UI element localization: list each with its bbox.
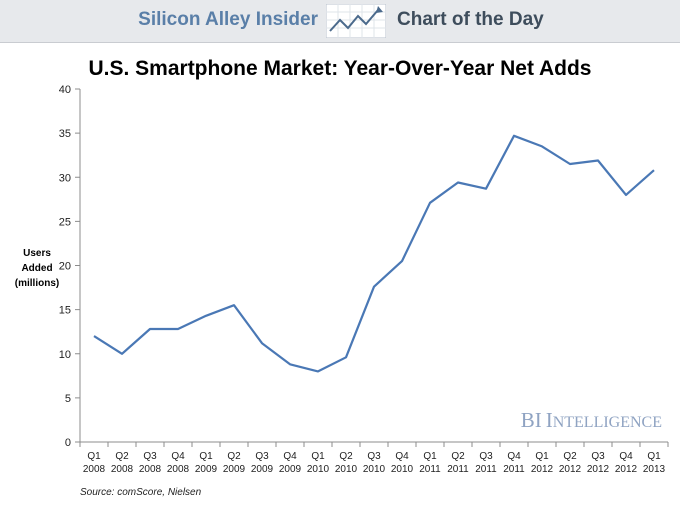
x-tick-label-year: 2009	[251, 464, 274, 475]
x-tick-label-quarter: Q2	[115, 451, 129, 462]
x-tick-label-year: 2008	[139, 464, 162, 475]
x-tick-label-quarter: Q4	[619, 451, 633, 462]
x-tick-label-quarter: Q4	[171, 451, 185, 462]
x-tick-label-quarter: Q2	[339, 451, 353, 462]
x-tick-label-quarter: Q4	[395, 451, 409, 462]
x-tick-label-year: 2012	[587, 464, 610, 475]
x-tick-label-quarter: Q2	[227, 451, 241, 462]
x-tick-label-year: 2011	[475, 464, 497, 475]
x-tick-label-year: 2012	[615, 464, 638, 475]
x-tick-label-year: 2008	[83, 464, 106, 475]
y-tick-label: 40	[59, 84, 71, 96]
x-tick-label-year: 2011	[503, 464, 525, 475]
chart-title: U.S. Smartphone Market: Year-Over-Year N…	[88, 57, 591, 80]
x-tick-label-year: 2012	[531, 464, 554, 475]
y-axis-label-line-2: Added	[21, 263, 52, 274]
trend-chart-icon	[326, 4, 386, 38]
x-tick-label-year: 2011	[447, 464, 469, 475]
x-tick-label-year: 2008	[111, 464, 134, 475]
x-tick-label-quarter: Q2	[563, 451, 577, 462]
y-axis: 0 5 10 15 20 25 30 35 40	[59, 84, 80, 449]
x-tick-label-quarter: Q1	[199, 451, 213, 462]
x-tick-label-quarter: Q3	[591, 451, 605, 462]
x-tick-label-quarter: Q3	[479, 451, 493, 462]
x-tick-label-quarter: Q1	[311, 451, 325, 462]
x-tick-label-quarter: Q1	[423, 451, 437, 462]
x-tick-label-year: 2009	[279, 464, 302, 475]
x-tick-label-year: 2013	[643, 464, 666, 475]
x-tick-label-quarter: Q1	[87, 451, 101, 462]
x-tick-label-quarter: Q1	[535, 451, 549, 462]
y-tick-label: 25	[59, 216, 71, 228]
y-tick-label: 10	[59, 349, 71, 361]
x-tick-label-quarter: Q3	[367, 451, 381, 462]
watermark-rest: NTELLIGENCE	[553, 414, 662, 431]
header-bar: Silicon Alley Insider Chart of the Day	[0, 0, 680, 43]
x-tick-label-quarter: Q4	[283, 451, 297, 462]
y-tick-label: 0	[65, 437, 71, 449]
bi-intelligence-watermark: BI INTELLIGENCE	[521, 408, 662, 432]
x-tick-label-year: 2008	[167, 464, 190, 475]
source-note: Source: comScore, Nielsen	[80, 487, 202, 498]
x-tick-label-quarter: Q3	[143, 451, 157, 462]
x-tick-label-quarter: Q1	[647, 451, 661, 462]
series-line	[93, 134, 655, 373]
x-tick-label-quarter: Q4	[507, 451, 521, 462]
x-tick-label-quarter: Q3	[255, 451, 269, 462]
x-tick-label-year: 2009	[195, 464, 218, 475]
x-axis: Q1 2008 Q2 2008 Q3 2008 Q4 2008 Q1 2009 Q2 2009 Q3 20…	[79, 442, 669, 475]
y-tick-label: 30	[59, 172, 71, 184]
x-tick-label-year: 2011	[419, 464, 441, 475]
watermark-initial: I	[546, 408, 553, 432]
x-tick-label-year: 2009	[223, 464, 246, 475]
line-chart: U.S. Smartphone Market: Year-Over-Year N…	[15, 57, 669, 498]
x-tick-label-year: 2010	[307, 464, 330, 475]
watermark-bi: BI	[521, 408, 542, 432]
x-tick-label-year: 2010	[363, 464, 386, 475]
x-tick-label-year: 2012	[559, 464, 582, 475]
y-axis-label: Users Added (millions)	[15, 248, 59, 289]
x-tick-label-year: 2010	[391, 464, 414, 475]
brand-name: Silicon Alley Insider	[138, 9, 318, 30]
x-tick-label-quarter: Q2	[451, 451, 465, 462]
y-tick-label: 5	[65, 393, 71, 405]
y-tick-label: 20	[59, 261, 71, 273]
chart-of-the-day-label: Chart of the Day	[397, 9, 544, 30]
x-tick-label-year: 2010	[335, 464, 358, 475]
y-tick-label: 35	[59, 128, 71, 140]
y-tick-label: 15	[59, 305, 71, 317]
y-axis-label-line-1: Users	[23, 248, 51, 259]
y-axis-label-line-3: (millions)	[15, 278, 59, 289]
